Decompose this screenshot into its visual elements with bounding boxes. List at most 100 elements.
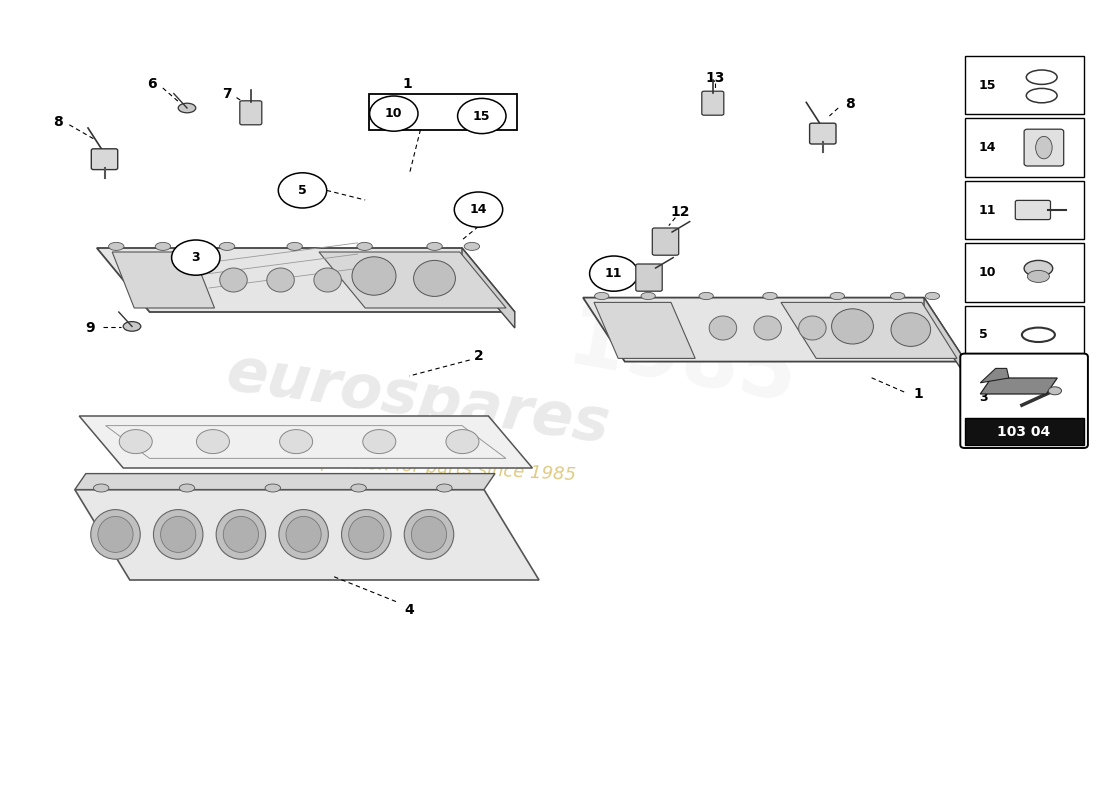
FancyBboxPatch shape xyxy=(1015,200,1050,219)
Ellipse shape xyxy=(363,430,396,454)
Ellipse shape xyxy=(286,517,321,552)
Polygon shape xyxy=(75,474,495,490)
FancyBboxPatch shape xyxy=(240,101,262,125)
Text: 4: 4 xyxy=(405,602,414,617)
Ellipse shape xyxy=(279,430,312,454)
Bar xyxy=(965,306,1084,364)
Text: 11: 11 xyxy=(979,203,997,217)
Ellipse shape xyxy=(1026,70,1057,84)
Ellipse shape xyxy=(641,292,656,300)
Ellipse shape xyxy=(891,292,905,300)
Text: 3: 3 xyxy=(191,251,200,264)
Text: 8: 8 xyxy=(846,97,855,111)
Text: 103 04: 103 04 xyxy=(998,425,1050,438)
Polygon shape xyxy=(980,368,1009,382)
Bar xyxy=(965,181,1084,239)
Ellipse shape xyxy=(90,510,141,559)
FancyBboxPatch shape xyxy=(960,354,1088,448)
Ellipse shape xyxy=(154,510,204,559)
Ellipse shape xyxy=(1024,261,1053,276)
Ellipse shape xyxy=(762,292,777,300)
Ellipse shape xyxy=(351,484,366,492)
Ellipse shape xyxy=(178,103,196,113)
Text: 11: 11 xyxy=(605,267,623,280)
Ellipse shape xyxy=(754,316,781,340)
Polygon shape xyxy=(462,248,515,328)
Bar xyxy=(965,118,1084,177)
Polygon shape xyxy=(980,378,1057,394)
Polygon shape xyxy=(79,416,532,468)
Ellipse shape xyxy=(1027,270,1049,282)
Circle shape xyxy=(454,192,503,227)
Polygon shape xyxy=(594,302,695,358)
Ellipse shape xyxy=(352,257,396,295)
Bar xyxy=(368,94,517,130)
Polygon shape xyxy=(112,252,214,308)
Ellipse shape xyxy=(265,484,280,492)
Text: 3: 3 xyxy=(979,390,988,404)
Bar xyxy=(965,56,1084,114)
Ellipse shape xyxy=(446,430,478,454)
Ellipse shape xyxy=(155,242,170,250)
Ellipse shape xyxy=(314,268,341,292)
Ellipse shape xyxy=(405,510,453,559)
Ellipse shape xyxy=(119,430,152,454)
Ellipse shape xyxy=(220,268,248,292)
Ellipse shape xyxy=(287,242,303,250)
FancyBboxPatch shape xyxy=(91,149,118,170)
Polygon shape xyxy=(924,298,966,376)
Circle shape xyxy=(370,96,418,131)
Ellipse shape xyxy=(267,268,295,292)
Ellipse shape xyxy=(123,322,141,331)
Ellipse shape xyxy=(179,484,195,492)
Text: 15: 15 xyxy=(473,110,491,122)
Text: 14: 14 xyxy=(470,203,487,216)
Text: 6: 6 xyxy=(147,77,156,91)
Ellipse shape xyxy=(279,510,329,559)
Ellipse shape xyxy=(464,242,480,250)
Polygon shape xyxy=(75,490,539,580)
FancyBboxPatch shape xyxy=(810,123,836,144)
Ellipse shape xyxy=(1036,136,1053,158)
Ellipse shape xyxy=(832,309,873,344)
Ellipse shape xyxy=(830,292,845,300)
Ellipse shape xyxy=(109,242,124,250)
Ellipse shape xyxy=(925,292,939,300)
Text: 14: 14 xyxy=(979,141,997,154)
Text: 10: 10 xyxy=(385,107,403,120)
FancyBboxPatch shape xyxy=(1024,129,1064,166)
FancyBboxPatch shape xyxy=(702,91,724,115)
Text: 7: 7 xyxy=(222,87,231,102)
Text: 8: 8 xyxy=(54,114,63,129)
Ellipse shape xyxy=(1026,88,1057,102)
Ellipse shape xyxy=(161,517,196,552)
Bar xyxy=(965,368,1084,426)
Text: eurospares: eurospares xyxy=(222,344,614,456)
Ellipse shape xyxy=(223,517,258,552)
Text: 2: 2 xyxy=(474,349,483,363)
Ellipse shape xyxy=(94,484,109,492)
Ellipse shape xyxy=(98,517,133,552)
Polygon shape xyxy=(97,248,515,312)
Text: 1: 1 xyxy=(914,386,923,401)
Polygon shape xyxy=(319,252,506,308)
Ellipse shape xyxy=(437,484,452,492)
Text: 1: 1 xyxy=(403,77,411,91)
Text: 9: 9 xyxy=(86,321,95,335)
Ellipse shape xyxy=(891,313,931,346)
FancyBboxPatch shape xyxy=(636,264,662,291)
Text: 10: 10 xyxy=(979,266,997,279)
Ellipse shape xyxy=(197,430,230,454)
Ellipse shape xyxy=(216,510,266,559)
Text: 12: 12 xyxy=(670,205,690,219)
Ellipse shape xyxy=(844,316,871,340)
Ellipse shape xyxy=(1048,386,1062,394)
Bar xyxy=(965,418,1084,445)
Text: 15: 15 xyxy=(979,78,997,92)
Circle shape xyxy=(278,173,327,208)
Ellipse shape xyxy=(356,242,372,250)
Text: 5: 5 xyxy=(298,184,307,197)
Bar xyxy=(965,243,1084,302)
FancyBboxPatch shape xyxy=(652,228,679,255)
Ellipse shape xyxy=(361,268,388,292)
